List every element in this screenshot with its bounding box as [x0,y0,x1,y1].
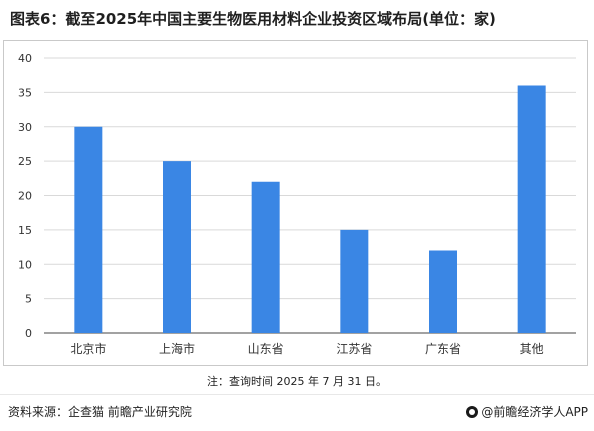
x-tick-label: 上海市 [159,341,195,356]
y-tick-label: 25 [18,155,32,168]
chart-frame: 0 5 10 15 20 25 30 35 40 北京市 上海市 山东省 江苏省 广东省 其他 [3,40,588,366]
y-tick-label: 35 [18,86,32,99]
x-tick-label: 山东省 [248,342,284,356]
y-tick-label: 15 [18,224,32,237]
y-tick-label: 40 [18,52,32,65]
chart-title: 图表6：截至2025年中国主要生物医用材料企业投资区域布局(单位：家) [10,10,496,28]
bar-5 [429,250,457,333]
bar-4 [340,229,369,333]
y-tick-label: 30 [18,121,32,134]
bar-1 [74,126,103,333]
bar-chart: 0 5 10 15 20 25 30 35 40 北京市 上海市 山东省 江苏省 广东省 其他 [18,52,576,356]
bar-3 [251,181,280,333]
footer: 资料来源：企查猫 前瞻产业研究院 @前瞻经济学人APP [0,394,594,431]
brand-label: @前瞻经济学人APP [481,405,588,419]
query-date-note: 注：查询时间 2025 年 7 月 31 日。 [207,375,387,388]
y-tick-label: 10 [18,258,32,271]
x-tick-label: 其他 [520,342,544,356]
y-tick-label: 0 [25,327,32,340]
y-tick-label: 20 [18,190,32,203]
x-tick-label: 广东省 [425,342,461,356]
y-tick-label: 5 [25,293,32,306]
brand-logo-icon [466,405,479,418]
x-tick-label: 江苏省 [336,342,372,356]
x-tick-label: 北京市 [70,341,106,356]
brand: @前瞻经济学人APP [466,403,588,420]
bar-6 [517,85,546,333]
source-text: 资料来源：企查猫 前瞻产业研究院 [8,405,192,419]
bar-2 [163,161,191,333]
